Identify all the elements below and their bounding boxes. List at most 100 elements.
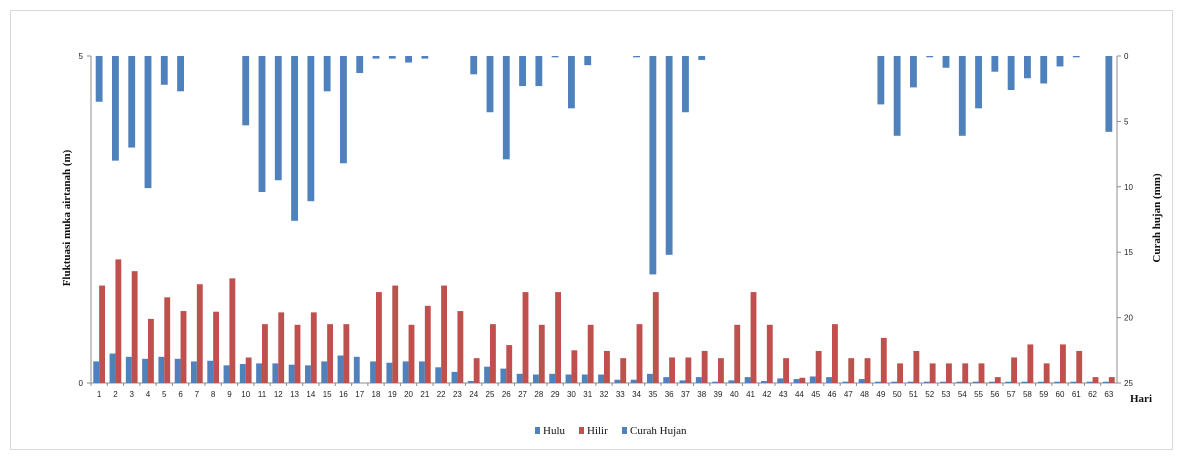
x-tick-label: 28 — [534, 390, 543, 399]
bar-hilir — [832, 324, 838, 383]
left-tick-label: 0 — [79, 379, 84, 388]
bar-hilir — [408, 324, 415, 383]
x-tick-label: 18 — [372, 390, 381, 399]
bar-hulu — [1086, 381, 1093, 383]
bar-curah-hujan — [502, 56, 510, 160]
bar-curah-hujan — [274, 56, 282, 181]
bar-curah-hujan — [910, 56, 917, 88]
series-hilir — [99, 259, 1115, 383]
bar-hulu — [565, 374, 572, 383]
bar-hilir — [555, 292, 562, 383]
x-tick-label: 1 — [97, 390, 102, 399]
right-tick-label: 15 — [1124, 248, 1133, 257]
bar-hilir — [1060, 344, 1066, 383]
legend-label-curah-hujan: Curah Hujan — [630, 425, 687, 437]
bar-curah-hujan — [926, 56, 934, 58]
bar-hulu — [418, 361, 425, 383]
bar-hulu — [988, 381, 995, 383]
bar-curah-hujan — [665, 56, 673, 255]
x-tick-label: 2 — [113, 390, 118, 399]
bar-hilir — [587, 324, 594, 383]
legend-swatch-curah-hujan — [622, 427, 627, 434]
bar-hilir — [294, 324, 301, 383]
x-tick-label: 25 — [486, 390, 495, 399]
bar-curah-hujan — [1072, 56, 1080, 58]
x-tick-label: 61 — [1072, 390, 1081, 399]
right-tick-label: 20 — [1124, 314, 1133, 323]
bar-hulu — [142, 358, 148, 383]
bar-hilir — [848, 358, 855, 383]
bar-curah-hujan — [291, 56, 298, 221]
bar-hulu — [451, 371, 458, 383]
right-tick-label: 25 — [1124, 379, 1133, 388]
x-tick-label: 47 — [844, 390, 853, 399]
bar-hilir — [669, 357, 676, 383]
bar-curah-hujan — [356, 56, 364, 74]
x-tick-label: 50 — [893, 390, 902, 399]
bar-hilir — [196, 284, 203, 383]
bar-hulu — [923, 381, 930, 383]
bar-hilir — [180, 311, 187, 383]
bar-hulu — [1005, 381, 1012, 383]
bar-curah-hujan — [323, 56, 331, 92]
bar-curah-hujan — [1105, 56, 1113, 132]
right-axis-title: Curah hujan (mm) — [1151, 173, 1163, 263]
x-tick-label: 33 — [616, 390, 625, 399]
bar-hilir — [571, 350, 578, 383]
bar-hulu — [679, 380, 686, 383]
bar-hulu — [793, 379, 800, 383]
legend-label-hulu: Hulu — [543, 425, 566, 437]
bar-hilir — [620, 358, 627, 383]
bar-hulu — [777, 378, 784, 383]
bar-hilir — [278, 312, 285, 383]
bar-hilir — [718, 358, 724, 383]
bar-hilir — [376, 292, 382, 383]
legend-label-hilir: Hilir — [587, 425, 608, 437]
bar-hilir — [229, 278, 236, 383]
bar-curah-hujan — [877, 56, 885, 105]
bar-hulu — [158, 356, 165, 383]
x-tick-label: 49 — [876, 390, 885, 399]
bar-hilir — [864, 358, 871, 383]
bar-curah-hujan — [388, 56, 396, 59]
bar-curah-hujan — [958, 56, 966, 136]
bar-curah-hujan — [307, 56, 315, 202]
bar-hulu — [190, 361, 197, 383]
bar-curah-hujan — [372, 56, 380, 59]
bar-hulu — [467, 381, 474, 383]
bar-curah-hujan — [470, 56, 478, 75]
x-axis-title: Hari — [1130, 393, 1152, 405]
legend-swatch-hilir — [579, 427, 584, 434]
x-tick-label: 34 — [632, 390, 641, 399]
bar-hilir — [115, 259, 122, 383]
x-axis-ticks: 1 2 3 4 5 6 7 8 9 10 11 12 13 14 15 16 17 18 19 20 21 22 23 24 2… — [90, 383, 1114, 399]
bar-curah-hujan — [340, 56, 347, 164]
bar-hulu — [109, 353, 116, 383]
bar-curah-hujan — [584, 56, 592, 66]
bar-curah-hujan — [633, 56, 640, 58]
bar-hulu — [1037, 381, 1044, 383]
bar-hilir — [327, 324, 334, 383]
x-tick-label: 32 — [600, 390, 609, 399]
bar-hulu — [1054, 381, 1060, 383]
x-tick-label: 35 — [648, 390, 657, 399]
bar-hulu — [760, 381, 767, 383]
bar-hulu — [353, 356, 360, 383]
bar-hilir — [815, 350, 822, 383]
bar-curah-hujan — [551, 56, 559, 58]
right-tick-label: 10 — [1124, 183, 1133, 192]
bar-curah-hujan — [1007, 56, 1015, 91]
bar-hilir — [929, 363, 936, 383]
bar-hilir — [148, 318, 154, 383]
bar-hulu — [516, 373, 523, 383]
bar-hilir — [880, 337, 887, 383]
x-tick-label: 17 — [355, 390, 364, 399]
bar-hulu — [272, 363, 279, 383]
bar-hulu — [581, 374, 588, 383]
bar-curah-hujan — [893, 56, 901, 136]
bar-hulu — [972, 381, 979, 383]
bar-curah-hujan — [535, 56, 543, 87]
x-tick-label: 41 — [746, 390, 755, 399]
bar-hilir — [701, 350, 708, 383]
x-tick-label: 14 — [306, 390, 315, 399]
